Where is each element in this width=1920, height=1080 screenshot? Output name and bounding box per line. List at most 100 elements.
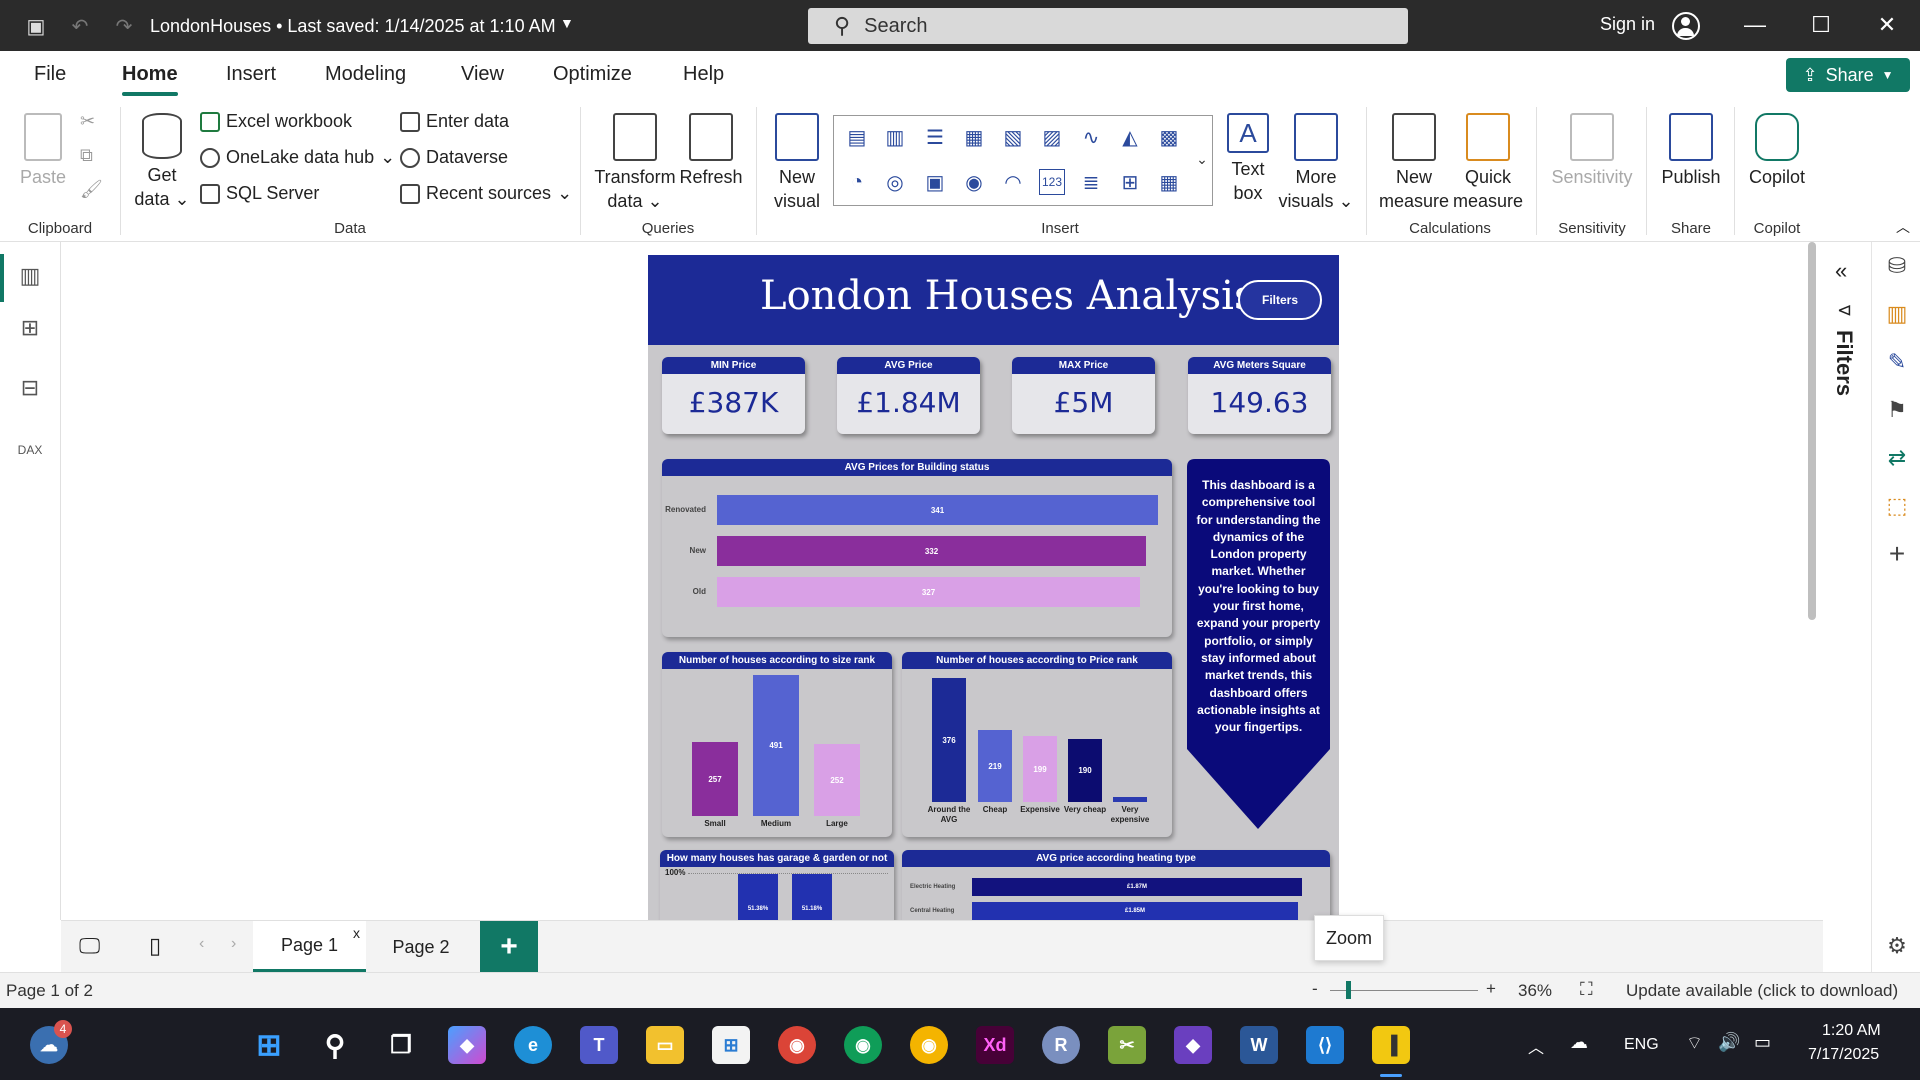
chevron-down-icon[interactable]: ▼ xyxy=(560,15,574,31)
onelake-button[interactable]: OneLake data hub ⌄ xyxy=(200,147,395,168)
chart-price-rank[interactable]: Number of houses according to Price rank… xyxy=(902,652,1172,837)
chart-building-status[interactable]: AVG Prices for Building status Renovated… xyxy=(662,459,1172,637)
document-title[interactable]: LondonHouses • Last saved: 1/14/2025 at … xyxy=(150,16,556,36)
close-tab-icon[interactable]: x xyxy=(353,925,360,941)
card-icon[interactable]: 123 xyxy=(1039,169,1065,195)
format-pane-icon[interactable]: ✎ xyxy=(1887,349,1907,374)
tab-view[interactable]: View xyxy=(461,63,504,85)
get-data-button[interactable]: Get data ⌄ xyxy=(132,113,192,211)
chrome-icon[interactable]: ◉ xyxy=(778,1026,816,1064)
tab-file[interactable]: File xyxy=(34,63,67,85)
publish-button[interactable]: Publish xyxy=(1656,113,1726,189)
pie-chart-icon[interactable]: ◔ xyxy=(850,170,864,193)
add-page-button[interactable]: + xyxy=(480,921,538,973)
copilot-taskbar-icon[interactable]: ◆ xyxy=(448,1026,486,1064)
undo-icon[interactable]: ↶ xyxy=(71,15,89,38)
filters-button[interactable]: Filters xyxy=(1238,280,1322,320)
dax-query-view-icon[interactable]: DAX xyxy=(17,443,43,457)
stacked-bar-icon[interactable]: ▤ xyxy=(847,126,867,149)
bar-electric-heating[interactable]: £1.87M xyxy=(972,878,1302,896)
visualizations-pane-icon[interactable]: ▥ xyxy=(1886,301,1908,326)
sign-in-link[interactable]: Sign in xyxy=(1600,14,1656,34)
chart-size-rank[interactable]: Number of houses according to size rank … xyxy=(662,652,892,837)
word-icon[interactable]: W xyxy=(1240,1026,1278,1064)
quick-measure-button[interactable]: Quick measure xyxy=(1452,113,1524,213)
bar-small[interactable]: 257 xyxy=(692,742,738,816)
file-explorer-icon[interactable]: ▭ xyxy=(646,1026,684,1064)
zoom-slider[interactable] xyxy=(1330,990,1478,991)
onedrive-icon[interactable]: ☁ xyxy=(1570,1032,1588,1052)
scroll-right-icon[interactable]: › xyxy=(231,935,237,952)
new-measure-button[interactable]: New measure xyxy=(1376,113,1452,213)
mobile-layout-icon[interactable]: ▯ xyxy=(149,933,162,958)
edge-icon[interactable]: e xyxy=(514,1026,552,1064)
stacked-column-icon[interactable]: ▥ xyxy=(885,126,905,149)
sync-slicers-icon[interactable]: ⇄ xyxy=(1887,445,1907,470)
paste-button[interactable]: Paste xyxy=(18,113,68,189)
teams-icon[interactable]: T xyxy=(580,1026,618,1064)
wifi-icon[interactable]: ⌔ xyxy=(1686,1033,1703,1053)
kpi-card-max-price[interactable]: MAX Price £5M xyxy=(1012,357,1155,434)
volume-icon[interactable]: 🔊 xyxy=(1718,1032,1741,1052)
vscode-icon[interactable]: ⟨⟩ xyxy=(1306,1026,1344,1064)
kpi-card-avg-meters[interactable]: AVG Meters Square 149.63 xyxy=(1188,357,1331,434)
battery-icon[interactable]: ▭ xyxy=(1754,1032,1772,1052)
tab-help[interactable]: Help xyxy=(683,63,725,85)
clustered-column-icon[interactable]: ▦ xyxy=(964,126,984,149)
vertical-scrollbar[interactable] xyxy=(1808,242,1816,620)
enter-data-button[interactable]: Enter data xyxy=(400,111,509,132)
tab-page-1[interactable]: Page 1 x xyxy=(253,921,366,973)
start-icon[interactable]: ⊞ xyxy=(256,1028,282,1062)
ribbon-chart-icon[interactable]: ▩ xyxy=(1159,126,1179,149)
snipping-tool-icon[interactable]: ✂ xyxy=(1108,1026,1146,1064)
scroll-left-icon[interactable]: ‹ xyxy=(199,935,205,952)
adobe-xd-icon[interactable]: Xd xyxy=(976,1026,1014,1064)
transform-data-button[interactable]: Transform data ⌄ xyxy=(592,113,678,213)
tab-optimize[interactable]: Optimize xyxy=(553,63,632,85)
search-taskbar-icon[interactable]: ⚲ xyxy=(324,1029,346,1061)
recent-sources-button[interactable]: Recent sources ⌄ xyxy=(400,183,572,204)
multirow-card-icon[interactable]: ≣ xyxy=(1082,171,1100,194)
power-bi-icon[interactable]: ▐ xyxy=(1372,1026,1410,1064)
dataverse-button[interactable]: Dataverse xyxy=(400,147,508,168)
donut-chart-icon[interactable]: ◎ xyxy=(886,171,904,194)
sensitivity-button[interactable]: Sensitivity xyxy=(1546,113,1638,189)
model-view-icon[interactable]: ⊟ xyxy=(20,375,40,400)
clock-time[interactable]: 1:20 AM xyxy=(1822,1022,1881,1039)
data-pane-icon[interactable]: ⛁ xyxy=(1887,253,1907,278)
more-visuals-button[interactable]: More visuals ⌄ xyxy=(1278,113,1354,213)
selection-pane-icon[interactable]: ⬚ xyxy=(1886,493,1908,518)
bar-garden[interactable]: 51.18% xyxy=(792,874,832,920)
zoom-out-button[interactable]: - xyxy=(1312,979,1318,998)
new-visual-button[interactable]: New visual xyxy=(766,113,828,213)
language-indicator[interactable]: ENG xyxy=(1624,1036,1659,1053)
fit-to-page-icon[interactable]: ⛶ xyxy=(1580,979,1593,999)
tab-insert[interactable]: Insert xyxy=(226,63,277,85)
map-icon[interactable]: ◉ xyxy=(965,171,983,194)
cut-icon[interactable]: ✂ xyxy=(80,111,96,131)
save-icon[interactable]: ▣ xyxy=(26,15,46,38)
chrome-profile-2-icon[interactable]: ◉ xyxy=(910,1026,948,1064)
expand-pane-icon[interactable]: « xyxy=(1835,258,1848,283)
line-column-icon[interactable]: ▨ xyxy=(1042,126,1062,149)
matrix-icon[interactable]: ▦ xyxy=(1159,171,1179,194)
excel-workbook-button[interactable]: Excel workbook xyxy=(200,111,352,132)
r-icon[interactable]: R xyxy=(1042,1026,1080,1064)
gallery-expand-icon[interactable]: ⌄ xyxy=(1196,150,1208,167)
column-100-icon[interactable]: ▧ xyxy=(1003,126,1023,149)
bar-large[interactable]: 252 xyxy=(814,744,860,816)
bar-medium[interactable]: 491 xyxy=(753,675,799,816)
redo-icon[interactable]: ↷ xyxy=(115,15,133,38)
tab-modeling[interactable]: Modeling xyxy=(325,63,407,85)
copy-icon[interactable]: ⧉ xyxy=(80,145,93,165)
text-box-button[interactable]: A Text box xyxy=(1220,113,1276,205)
kpi-card-avg-price[interactable]: AVG Price £1.84M xyxy=(837,357,980,434)
chrome-profile-icon[interactable]: ◉ xyxy=(844,1026,882,1064)
bar-around-the-avg[interactable]: 376 xyxy=(932,678,966,802)
sql-server-button[interactable]: SQL Server xyxy=(200,183,319,204)
area-chart-icon[interactable]: ◭ xyxy=(1122,126,1138,149)
desktop-layout-icon[interactable]: 🖵 xyxy=(79,933,101,958)
report-view-icon[interactable]: ▥ xyxy=(19,263,41,288)
task-view-icon[interactable]: ❐ xyxy=(390,1031,412,1059)
bar-cheap[interactable]: 219 xyxy=(978,730,1012,802)
